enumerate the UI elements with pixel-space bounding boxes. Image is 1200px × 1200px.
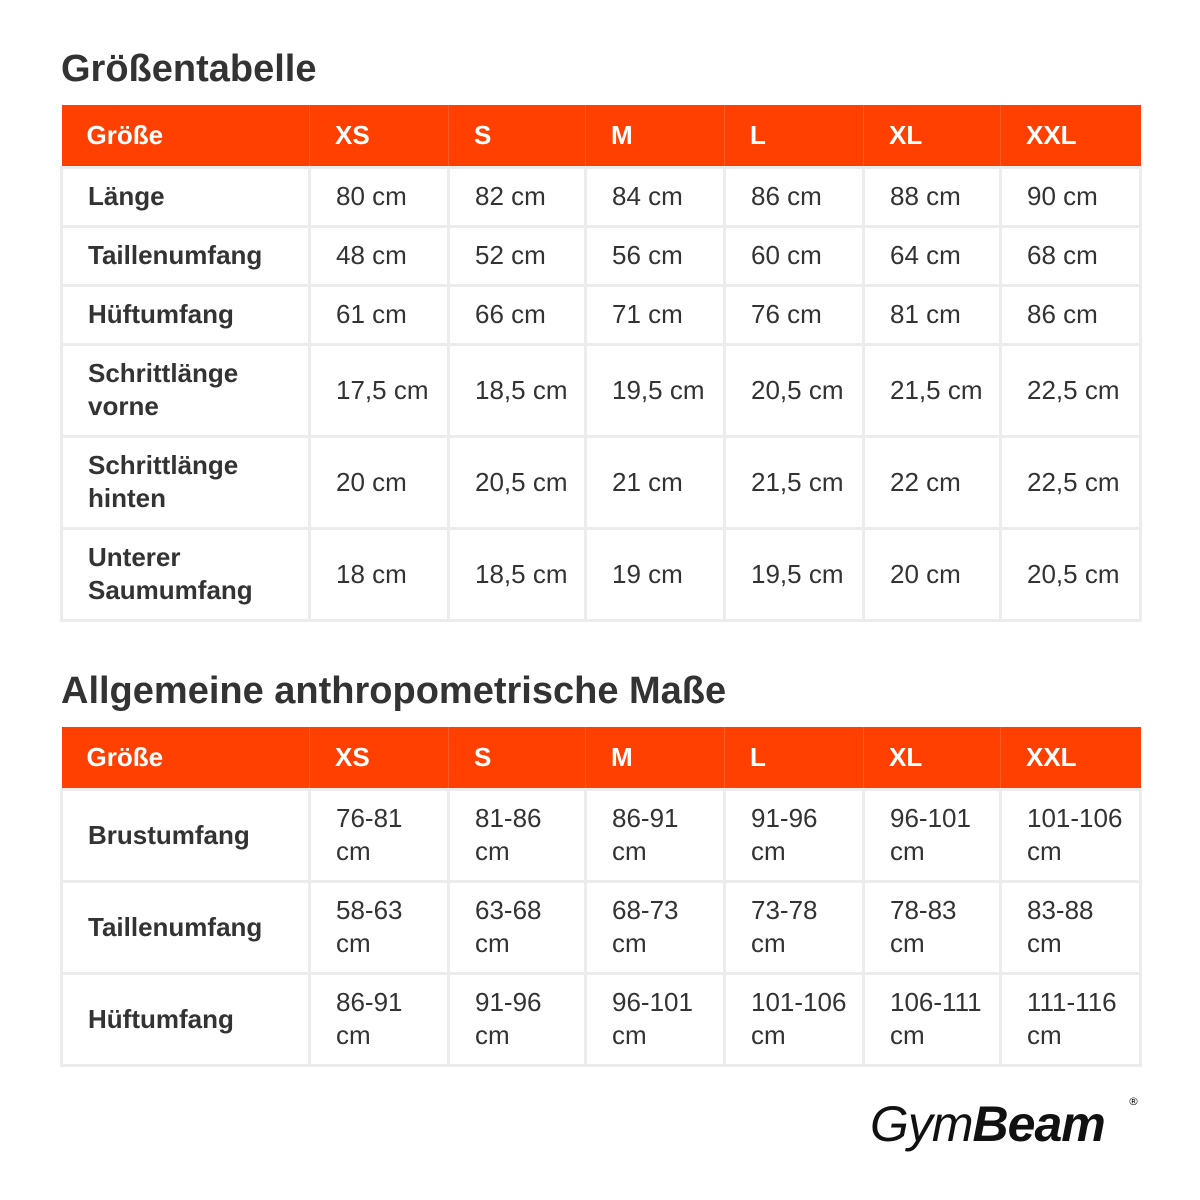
- logo-part-beam: Beam: [972, 1096, 1106, 1152]
- table-cell: 22,5 cm: [999, 434, 1142, 530]
- table-cell: 78-83 cm: [862, 879, 1002, 975]
- table-cell: 91-96 cm: [723, 787, 865, 883]
- table-row: Hüftumfang 86-91 cm 91-96 cm 96-101 cm 1…: [60, 971, 1142, 1067]
- anthro-table-title: Allgemeine anthropometrische Maße: [61, 670, 727, 712]
- table-row: Hüftumfang 61 cm 66 cm 71 cm 76 cm 81 cm…: [60, 283, 1142, 346]
- table-cell: 52 cm: [447, 224, 587, 287]
- registered-mark: ®: [1128, 1095, 1139, 1108]
- table-cell: 86 cm: [999, 283, 1142, 346]
- table-header-row: Größe XS S M L XL XXL: [61, 727, 1141, 789]
- table-row: Schrittlänge hinten 20 cm 20,5 cm 21 cm …: [60, 434, 1142, 530]
- table-cell: 88 cm: [862, 165, 1002, 228]
- row-label: Unterer Saumumfang: [60, 526, 311, 622]
- header-cell-l: L: [724, 727, 864, 789]
- table-cell: 73-78 cm: [723, 879, 865, 975]
- table-cell: 86 cm: [723, 165, 865, 228]
- header-cell-xxl: XXL: [1000, 727, 1141, 789]
- table-cell: 19,5 cm: [723, 526, 865, 622]
- table-row: Brustumfang 76-81 cm 81-86 cm 86-91 cm 9…: [60, 787, 1142, 883]
- row-label: Schrittlänge vorne: [60, 342, 311, 438]
- table-cell: 56 cm: [584, 224, 726, 287]
- table-cell: 20,5 cm: [447, 434, 587, 530]
- header-cell-m: M: [585, 727, 725, 789]
- table-cell: 101-106 cm: [999, 787, 1142, 883]
- table-cell: 21,5 cm: [723, 434, 865, 530]
- table-cell: 19 cm: [584, 526, 726, 622]
- gymbeam-logo: GymBeam ®: [870, 1093, 1140, 1155]
- header-cell-size: Größe: [61, 727, 310, 789]
- table-cell: 20,5 cm: [999, 526, 1142, 622]
- header-cell-xl: XL: [863, 727, 1001, 789]
- header-cell-s: S: [448, 105, 586, 167]
- table-cell: 96-101 cm: [584, 971, 726, 1067]
- table-cell: 60 cm: [723, 224, 865, 287]
- table-cell: 76-81 cm: [308, 787, 450, 883]
- logo-wordmark: GymBeam: [870, 1096, 1106, 1152]
- header-cell-xs: XS: [309, 105, 449, 167]
- table-cell: 19,5 cm: [584, 342, 726, 438]
- table-cell: 20 cm: [308, 434, 450, 530]
- table-cell: 22,5 cm: [999, 342, 1142, 438]
- size-table-title: Größentabelle: [61, 48, 317, 90]
- table-cell: 81 cm: [862, 283, 1002, 346]
- table-cell: 66 cm: [447, 283, 587, 346]
- logo-part-gym: Gym: [870, 1096, 974, 1152]
- table-cell: 20 cm: [862, 526, 1002, 622]
- table-cell: 61 cm: [308, 283, 450, 346]
- table-cell: 80 cm: [308, 165, 450, 228]
- table-cell: 68-73 cm: [584, 879, 726, 975]
- table-cell: 18,5 cm: [447, 526, 587, 622]
- row-label: Brustumfang: [60, 787, 311, 883]
- table-cell: 106-111 cm: [862, 971, 1002, 1067]
- table-cell: 71 cm: [584, 283, 726, 346]
- table-cell: 76 cm: [723, 283, 865, 346]
- table-row: Taillenumfang 58-63 cm 63-68 cm 68-73 cm…: [60, 879, 1142, 975]
- header-cell-s: S: [448, 727, 586, 789]
- table-cell: 21,5 cm: [862, 342, 1002, 438]
- header-cell-l: L: [724, 105, 864, 167]
- table-cell: 96-101 cm: [862, 787, 1002, 883]
- table-cell: 86-91 cm: [584, 787, 726, 883]
- table-cell: 84 cm: [584, 165, 726, 228]
- table-row: Taillenumfang 48 cm 52 cm 56 cm 60 cm 64…: [60, 224, 1142, 287]
- table-cell: 63-68 cm: [447, 879, 587, 975]
- table-cell: 83-88 cm: [999, 879, 1142, 975]
- table-cell: 91-96 cm: [447, 971, 587, 1067]
- table-cell: 101-106 cm: [723, 971, 865, 1067]
- row-label: Länge: [60, 165, 311, 228]
- table-cell: 48 cm: [308, 224, 450, 287]
- row-label: Hüftumfang: [60, 283, 311, 346]
- table-row: Länge 80 cm 82 cm 84 cm 86 cm 88 cm 90 c…: [60, 165, 1142, 228]
- table-cell: 90 cm: [999, 165, 1142, 228]
- table-header-row: Größe XS S M L XL XXL: [61, 105, 1141, 167]
- header-cell-xl: XL: [863, 105, 1001, 167]
- row-label: Hüftumfang: [60, 971, 311, 1067]
- size-table: Größe XS S M L XL XXL Länge 80 cm 82 cm …: [60, 105, 1142, 622]
- header-cell-size: Größe: [61, 105, 310, 167]
- table-cell: 21 cm: [584, 434, 726, 530]
- table-cell: 68 cm: [999, 224, 1142, 287]
- header-cell-xs: XS: [309, 727, 449, 789]
- row-label: Schrittlänge hinten: [60, 434, 311, 530]
- table-cell: 81-86 cm: [447, 787, 587, 883]
- table-cell: 82 cm: [447, 165, 587, 228]
- row-label: Taillenumfang: [60, 879, 311, 975]
- table-cell: 17,5 cm: [308, 342, 450, 438]
- table-row: Unterer Saumumfang 18 cm 18,5 cm 19 cm 1…: [60, 526, 1142, 622]
- table-cell: 18,5 cm: [447, 342, 587, 438]
- table-cell: 22 cm: [862, 434, 1002, 530]
- header-cell-xxl: XXL: [1000, 105, 1141, 167]
- header-cell-m: M: [585, 105, 725, 167]
- table-cell: 18 cm: [308, 526, 450, 622]
- table-cell: 86-91 cm: [308, 971, 450, 1067]
- row-label: Taillenumfang: [60, 224, 311, 287]
- table-cell: 20,5 cm: [723, 342, 865, 438]
- anthro-table: Größe XS S M L XL XXL Brustumfang 76-81 …: [60, 727, 1142, 1067]
- table-cell: 111-116 cm: [999, 971, 1142, 1067]
- table-cell: 64 cm: [862, 224, 1002, 287]
- table-row: Schrittlänge vorne 17,5 cm 18,5 cm 19,5 …: [60, 342, 1142, 438]
- table-cell: 58-63 cm: [308, 879, 450, 975]
